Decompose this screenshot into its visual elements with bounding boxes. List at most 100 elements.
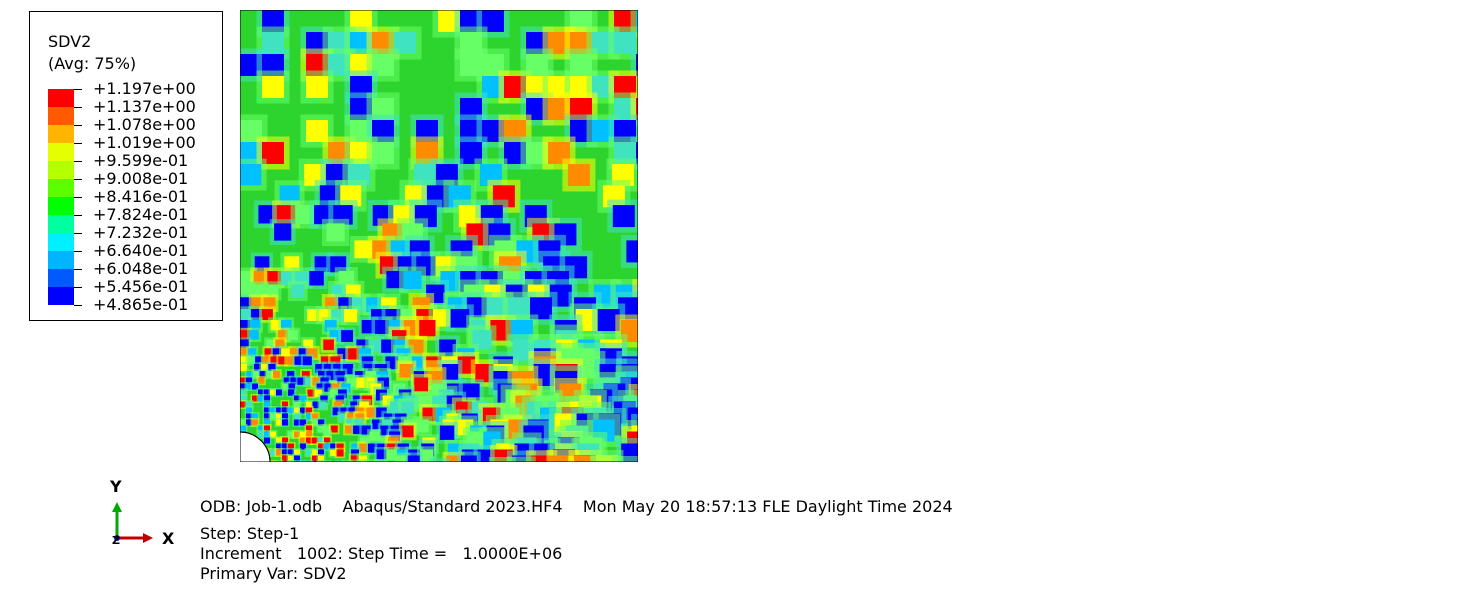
legend-tick <box>74 233 82 234</box>
contour-cell <box>286 356 295 365</box>
contour-cell <box>318 449 324 456</box>
contour-cell <box>246 377 253 384</box>
contour-cell <box>307 389 315 397</box>
legend-swatch <box>48 233 74 251</box>
contour-cell <box>294 407 300 414</box>
triad-z-marker <box>114 535 120 541</box>
contour-cell <box>287 330 298 341</box>
contour-cell <box>359 443 368 453</box>
contour-cell <box>282 419 288 426</box>
contour-halo <box>428 458 450 462</box>
contour-cell <box>399 364 413 378</box>
contour-cell <box>278 330 288 340</box>
contour-cell <box>288 383 296 391</box>
contour-cell <box>407 455 420 462</box>
contour-cell <box>319 401 327 409</box>
contour-cell <box>342 364 354 375</box>
contour-cell <box>276 449 282 456</box>
contour-cell <box>264 407 270 414</box>
contour-cell <box>288 407 294 414</box>
contour-cell <box>318 455 324 462</box>
part-outline <box>240 10 638 462</box>
contour-cell <box>240 330 250 340</box>
contour-cell <box>403 271 422 289</box>
triad-x-arrowhead <box>143 533 153 543</box>
contour-cell <box>344 309 358 323</box>
contour-cell <box>303 339 314 350</box>
contour-cell <box>306 449 312 456</box>
contour-cell <box>272 348 282 357</box>
contour-cell <box>240 383 246 390</box>
contour-cell <box>249 330 259 340</box>
contour-cell <box>270 449 276 456</box>
contour-cell <box>240 364 247 371</box>
triad-y-arrowhead <box>112 502 122 512</box>
contour-cell <box>251 297 264 310</box>
contour-cell <box>636 54 638 76</box>
contour-cell <box>252 383 258 390</box>
contour-cell <box>262 356 271 365</box>
contour-cell <box>612 205 635 228</box>
contour-cell <box>252 419 258 426</box>
contour-cell <box>276 389 282 396</box>
contour-cell <box>300 443 306 450</box>
contour-cell <box>312 449 318 456</box>
contour-cell <box>306 437 312 444</box>
contour-halo <box>298 460 308 462</box>
contour-cell <box>309 271 324 286</box>
contour-cell <box>339 413 348 422</box>
contour-cell <box>264 401 270 408</box>
legend-swatch <box>48 161 74 179</box>
contour-cell <box>320 356 331 366</box>
legend-level-label: +5.456e-01 <box>93 277 189 296</box>
legend-tick <box>74 269 82 270</box>
contour-cell <box>270 389 276 396</box>
contour-cell <box>597 309 620 331</box>
contour-cell <box>361 425 371 435</box>
contour-cell <box>294 401 300 408</box>
contour-cell <box>266 371 273 378</box>
contour-cell <box>330 449 337 456</box>
contour-cell <box>246 401 252 408</box>
contour-cell <box>312 437 318 444</box>
contour-cell <box>336 443 344 451</box>
triad-x-label: X <box>162 529 175 548</box>
contour-cell <box>358 455 368 462</box>
contour-cell <box>306 76 328 98</box>
contour-cell <box>248 348 257 357</box>
contour-halo <box>341 459 353 462</box>
contour-cell <box>636 142 638 164</box>
legend-tick <box>74 215 82 216</box>
contour-cell <box>372 142 394 164</box>
contour-cell <box>270 356 279 365</box>
contour-cell <box>314 389 322 397</box>
contour-halo <box>488 457 516 462</box>
legend-tick <box>74 305 82 306</box>
contour-cell <box>312 419 318 426</box>
contour-cell <box>307 348 318 358</box>
contour-cell <box>301 371 310 379</box>
increment-info-line: Increment 1002: Step Time = 1.0000E+06 <box>200 544 563 563</box>
contour-cell <box>246 383 252 390</box>
contour-cell <box>318 419 325 426</box>
legend-level-label: +4.865e-01 <box>93 295 189 314</box>
contour-cell <box>324 443 331 450</box>
contour-cell <box>414 377 429 392</box>
contour-plot[interactable] <box>240 10 638 462</box>
contour-cell <box>250 320 261 331</box>
contour-cell <box>240 320 251 331</box>
contour-cell <box>281 348 290 357</box>
contour-halo <box>568 456 602 462</box>
contour-cell <box>307 309 319 321</box>
contour-cell <box>264 419 270 426</box>
contour-cell <box>366 407 377 418</box>
contour-cell <box>240 339 249 349</box>
contour-cell <box>261 364 269 372</box>
contour-cell <box>282 383 289 390</box>
contour-cell <box>288 389 295 396</box>
contour-cell <box>252 395 258 402</box>
primary-var-info-line: Primary Var: SDV2 <box>200 564 347 583</box>
contour-cell <box>247 356 256 364</box>
contour-cell <box>380 425 391 436</box>
contour-cell <box>287 371 295 379</box>
